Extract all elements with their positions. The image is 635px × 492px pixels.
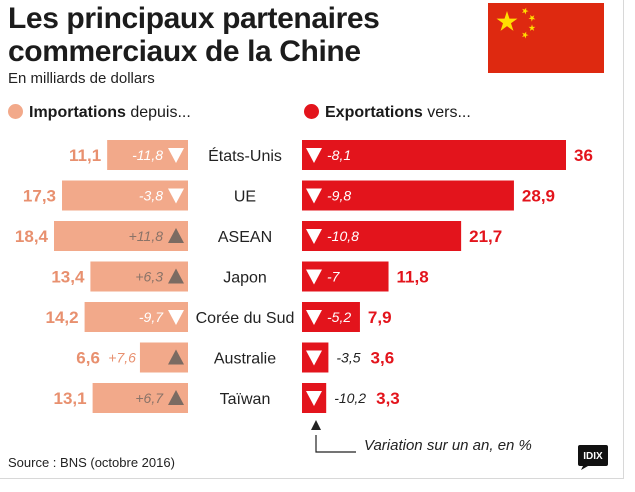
import-change-label: +6,7 [135,390,164,406]
export-change-label: -5,2 [327,309,351,325]
export-value-label: 3,3 [376,389,400,408]
category-label: États-Unis [208,146,282,165]
note-pointer-arrow [311,420,321,430]
source-text: Source : BNS (octobre 2016) [8,455,175,470]
category-label: Japon [223,270,267,287]
import-value-label: 11,1 [69,146,101,165]
export-change-label: -3,5 [336,350,360,366]
category-label: Taïwan [220,391,271,408]
export-value-label: 7,9 [368,308,392,327]
import-value-label: 13,1 [54,389,87,408]
export-change-label: -10,8 [327,228,359,244]
category-label: Corée du Sud [196,310,295,327]
idix-logo: IDIX [576,444,610,471]
import-change-label: +7,6 [108,350,136,366]
import-change-label: -3,8 [139,188,163,204]
export-value-label: 3,6 [371,349,395,368]
export-change-label: -10,2 [334,390,366,406]
export-value-label: 11,8 [397,268,429,287]
note-pointer-line [316,435,356,452]
export-value-label: 36 [574,146,593,165]
export-value-label: 21,7 [469,227,502,246]
export-change-label: -7 [327,269,341,285]
import-value-label: 14,2 [45,308,78,327]
import-value-label: 18,4 [15,227,49,246]
import-change-label: +6,3 [135,269,163,285]
export-change-label: -8,1 [327,147,351,163]
export-value-label: 28,9 [522,187,555,206]
infographic-frame: Les principaux partenaires commerciaux d… [0,0,624,479]
import-value-label: 17,3 [23,187,56,206]
import-change-label: -9,7 [139,309,164,325]
export-bar [302,221,461,251]
variation-note: Variation sur un an, en % [364,437,532,454]
import-bar [54,221,188,251]
import-bar [62,181,188,211]
category-label: Australie [214,351,276,368]
import-value-label: 6,6 [76,349,100,368]
import-value-label: 13,4 [51,268,85,287]
export-change-label: -9,8 [327,188,351,204]
idix-logo-text: IDIX [583,451,603,462]
import-bar [140,343,188,373]
category-label: ASEAN [218,229,272,246]
import-change-label: -11,8 [132,147,163,163]
category-label: UE [234,189,256,206]
import-change-label: +11,8 [129,228,164,244]
trade-chart: 11,1 -11,8 États-Unis -8,1 36 17,3 -3,8 UE -9,8 2… [0,0,623,478]
